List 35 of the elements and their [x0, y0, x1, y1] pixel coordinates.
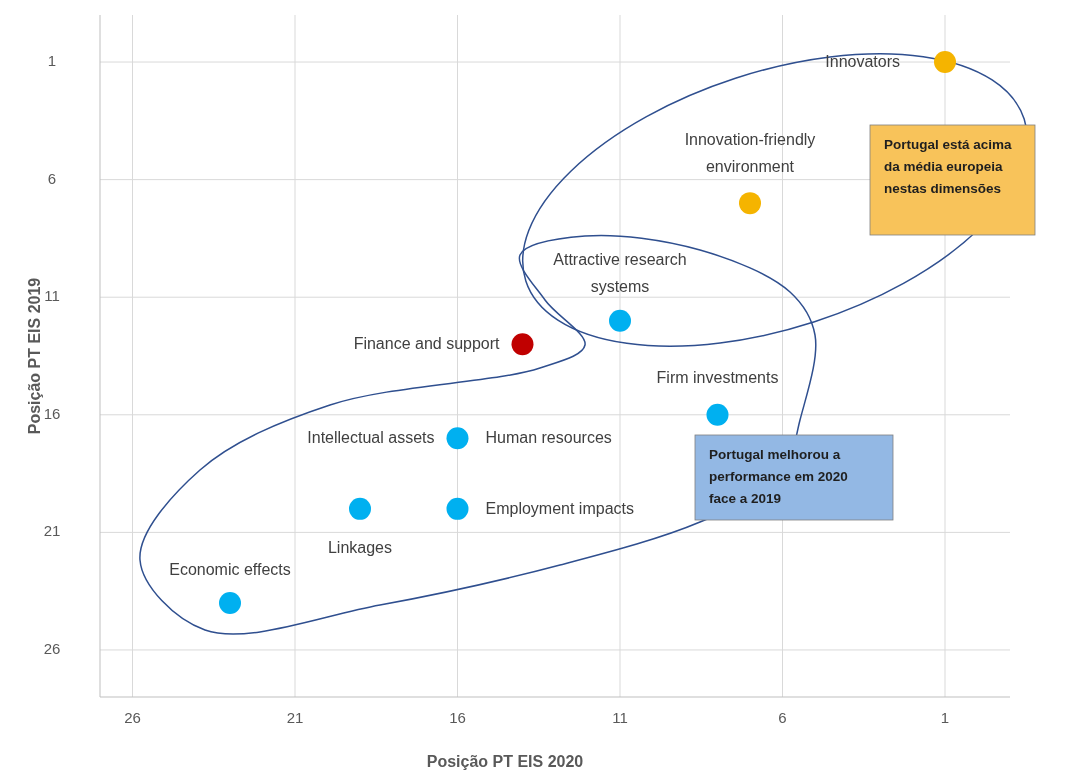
- annotation: Linkages: [327, 538, 393, 556]
- x-tick-label: 21: [286, 709, 304, 726]
- x-tick-label: 11: [612, 709, 628, 726]
- y-tick-label: 16: [43, 404, 61, 422]
- y-tick-label: 26: [43, 639, 61, 657]
- x-tick-label: 16: [449, 709, 466, 726]
- x-tick-label: 6: [778, 709, 787, 726]
- annotation: Portugal melhorou a performance em 2020 face a 2019: [709, 447, 848, 506]
- annotation: Human resources: [485, 429, 612, 447]
- y-tick-label: 1: [47, 52, 57, 69]
- point: [609, 309, 631, 332]
- annotation: Intellectual assets: [307, 429, 435, 447]
- point: [219, 591, 241, 614]
- y-axis-title: Posição PT EIS 2019: [26, 277, 43, 435]
- point: [934, 51, 956, 74]
- annotation: Innovators: [825, 53, 900, 71]
- annotation: Employment impacts: [485, 499, 634, 517]
- annotation: Portugal está acima da média europeia nestas dimensões: [884, 137, 1013, 196]
- annotation: Innovation-friendly environment: [684, 131, 816, 176]
- y-tick-label: 21: [43, 522, 61, 540]
- x-tick-label: 26: [124, 709, 141, 726]
- point: [446, 427, 469, 450]
- point: [511, 333, 534, 356]
- annotation: Attractive research systems: [553, 250, 687, 295]
- point: [349, 497, 371, 520]
- annotation: Economic effects: [169, 560, 291, 578]
- point: [739, 192, 761, 215]
- point: [706, 403, 729, 426]
- point: [446, 497, 469, 520]
- x-tick-label: 1: [940, 709, 950, 726]
- y-tick-label: 11: [44, 287, 60, 305]
- y-tick-label: 6: [47, 169, 57, 187]
- annotation: Finance and support: [353, 335, 501, 353]
- annotation: Firm investments: [656, 368, 779, 386]
- x-axis-title: Posição PT EIS 2020: [426, 753, 584, 770]
